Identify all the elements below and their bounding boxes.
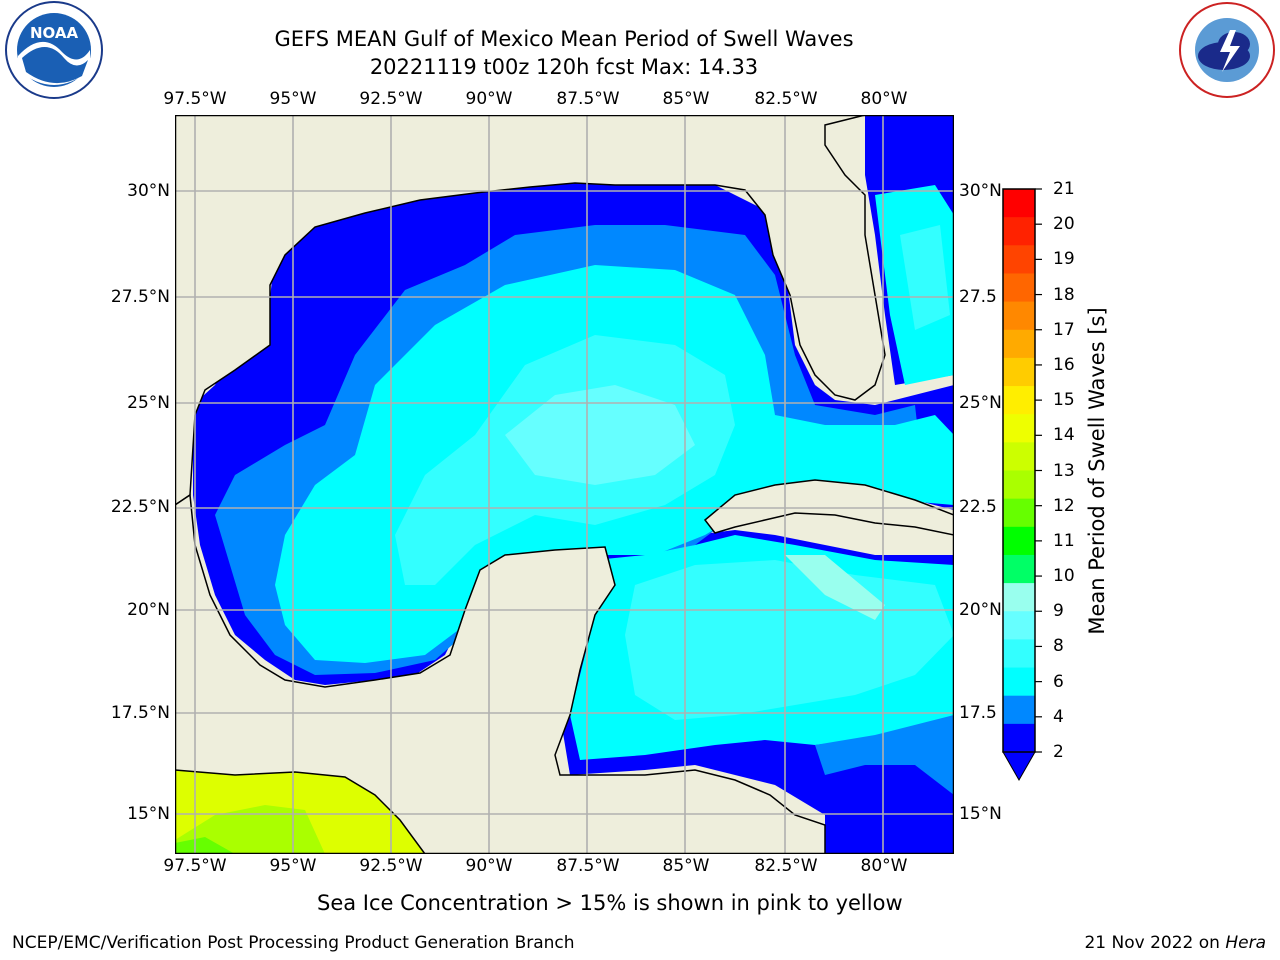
noaa-logo-text: NOAA bbox=[30, 24, 79, 42]
lon-label-top: 80°W bbox=[860, 89, 908, 109]
lon-label-top: 90°W bbox=[465, 89, 513, 109]
lon-label-top: 95°W bbox=[269, 89, 317, 109]
lon-label-bottom: 92.5°W bbox=[359, 856, 423, 876]
colorbar-arrow bbox=[1002, 751, 1036, 782]
lon-label-bottom: 82.5°W bbox=[754, 856, 818, 876]
lat-label-left: 15°N bbox=[127, 804, 170, 824]
lat-label-left: 17.5°N bbox=[110, 703, 170, 723]
colorbar-tick-label: 14 bbox=[1053, 425, 1075, 446]
colorbar-segment bbox=[1003, 357, 1035, 387]
colorbar-tick-label: 16 bbox=[1053, 354, 1075, 375]
footer-left: NCEP/EMC/Verification Post Processing Pr… bbox=[12, 933, 575, 953]
chart-title: GEFS MEAN Gulf of Mexico Mean Period of … bbox=[274, 27, 854, 51]
footer-host: Hera bbox=[1225, 933, 1266, 953]
colorbar-segment bbox=[1003, 442, 1035, 471]
colorbar-segment bbox=[1003, 414, 1035, 443]
map-frame bbox=[175, 115, 954, 854]
colorbar-tick-label: 10 bbox=[1053, 566, 1075, 587]
lon-label-top: 85°W bbox=[662, 89, 710, 109]
colorbar-tick-label: 8 bbox=[1053, 636, 1064, 657]
lon-label-bottom: 97.5°W bbox=[163, 856, 227, 876]
colorbar-segment bbox=[1003, 695, 1035, 725]
mexico-coast bbox=[175, 493, 826, 854]
colorbar-segment bbox=[1003, 273, 1035, 303]
lat-label-right: 15°N bbox=[959, 804, 1002, 824]
colorbar-segment bbox=[1003, 554, 1035, 584]
colorbar-title: Mean Period of Swell Waves [s] bbox=[1085, 307, 1109, 635]
colorbar-segment bbox=[1003, 639, 1035, 669]
colorbar-segment bbox=[1003, 498, 1035, 528]
colorbar bbox=[1002, 188, 1042, 782]
colorbar-tick-label: 2 bbox=[1053, 742, 1064, 762]
colorbar-tick-label: 21 bbox=[1053, 179, 1075, 199]
colorbar-tick-label: 6 bbox=[1053, 671, 1064, 692]
colorbar-tick-label: 19 bbox=[1053, 249, 1075, 270]
lon-label-bottom: 90°W bbox=[465, 856, 513, 876]
colorbar-segment bbox=[1003, 245, 1035, 274]
lat-label-right: 25°N bbox=[959, 393, 1002, 413]
colorbar-tick-label: 20 bbox=[1053, 214, 1075, 235]
lon-label-bottom: 80°W bbox=[860, 856, 908, 876]
lat-label-left: 20°N bbox=[127, 600, 170, 620]
colorbar-tick-label: 9 bbox=[1053, 601, 1064, 622]
colorbar-segment bbox=[1003, 217, 1035, 246]
colorbar-tick-label: 4 bbox=[1053, 706, 1064, 727]
colorbar-segment bbox=[1003, 189, 1035, 218]
chart-subtitle: 20221119 t00z 120h fcst Max: 14.33 bbox=[369, 55, 759, 79]
lon-label-bottom: 95°W bbox=[269, 856, 317, 876]
colorbar-tick-label: 13 bbox=[1053, 460, 1075, 481]
footer-right: 21 Nov 2022 on Hera bbox=[1084, 933, 1266, 953]
colorbar-segment bbox=[1003, 583, 1035, 612]
graticule bbox=[175, 115, 954, 854]
lon-label-top: 92.5°W bbox=[359, 89, 423, 109]
nws-logo bbox=[1179, 2, 1275, 98]
lat-label-right: 22.5 bbox=[959, 497, 997, 517]
lon-label-top: 82.5°W bbox=[754, 89, 818, 109]
colorbar-segment bbox=[1003, 470, 1035, 500]
lat-label-left: 25°N bbox=[127, 393, 170, 413]
noaa-logo: NOAA bbox=[5, 1, 103, 99]
us-gulf-coast bbox=[175, 115, 886, 506]
lat-label-left: 27.5°N bbox=[110, 287, 170, 307]
colorbar-segment bbox=[1003, 329, 1035, 359]
colorbar-segment bbox=[1003, 386, 1035, 415]
map-panel bbox=[175, 115, 954, 854]
lat-label-right: 20°N bbox=[959, 600, 1002, 620]
colorbar-segment bbox=[1003, 667, 1035, 697]
colorbar-segment bbox=[1003, 723, 1035, 753]
lon-label-bottom: 85°W bbox=[662, 856, 710, 876]
colorbar-segment bbox=[1003, 526, 1035, 556]
colorbar-tick-label: 18 bbox=[1053, 284, 1075, 305]
lat-label-right: 17.5 bbox=[959, 703, 997, 723]
footer-date: 21 Nov 2022 on bbox=[1084, 933, 1226, 953]
lat-label-right: 30°N bbox=[959, 181, 1002, 201]
colorbar-tick-label: 12 bbox=[1053, 495, 1075, 516]
lon-label-top: 97.5°W bbox=[163, 89, 227, 109]
colorbar-tick-label: 11 bbox=[1053, 530, 1075, 551]
lat-label-left: 30°N bbox=[127, 181, 170, 201]
lat-label-right: 27.5 bbox=[959, 287, 997, 307]
lat-label-left: 22.5°N bbox=[110, 497, 170, 517]
colorbar-segment bbox=[1003, 611, 1035, 640]
lon-label-bottom: 87.5°W bbox=[556, 856, 620, 876]
sea-ice-caption: Sea Ice Concentration > 15% is shown in … bbox=[317, 891, 903, 915]
colorbar-tick-label: 17 bbox=[1053, 319, 1075, 340]
lon-label-top: 87.5°W bbox=[556, 89, 620, 109]
colorbar-tick-label: 15 bbox=[1053, 390, 1075, 411]
colorbar-segment bbox=[1003, 301, 1035, 331]
